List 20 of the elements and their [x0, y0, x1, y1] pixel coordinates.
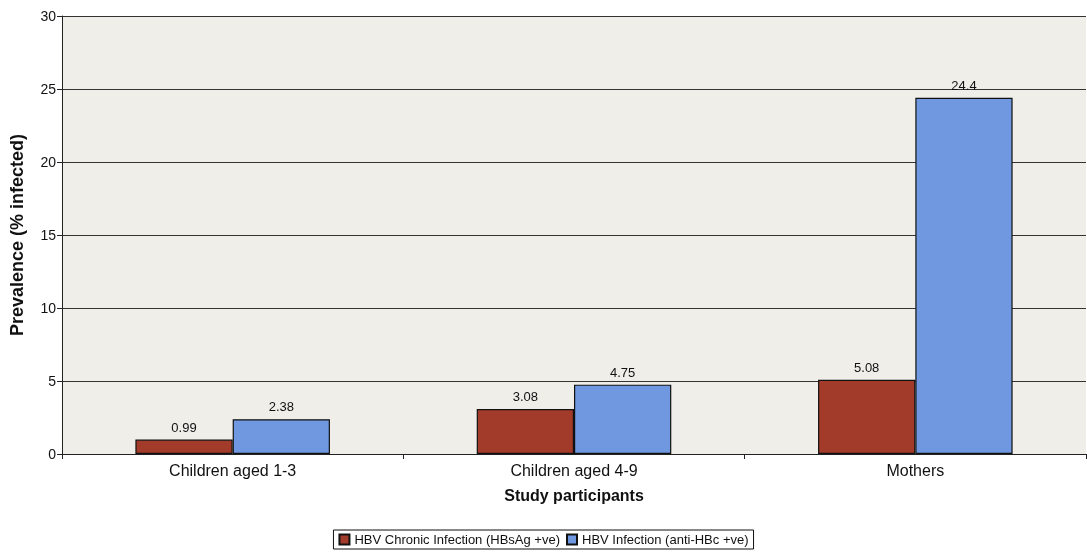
x-tick-label: Children aged 1-3 [169, 461, 297, 479]
x-axis-title: Study participants [504, 486, 644, 504]
y-tick-label: 0 [48, 446, 57, 462]
x-tick-label: Children aged 4-9 [510, 461, 638, 479]
data-label: 0.99 [171, 419, 197, 435]
legend-label: HBV Chronic Infection (HBsAg +ve) [354, 532, 561, 547]
y-tick-label: 30 [40, 8, 57, 24]
y-tick-label: 25 [40, 81, 57, 97]
y-tick-label: 5 [48, 373, 57, 389]
x-tick-label: Mothers [886, 461, 945, 479]
data-label: 3.08 [512, 389, 539, 405]
y-axis-title: Prevalence (% infected) [7, 133, 27, 337]
data-label: 5.08 [854, 359, 880, 375]
legend-label: HBV Infection (anti-HBc +ve) [582, 532, 749, 547]
y-tick-label: 15 [40, 227, 57, 243]
data-label: 2.38 [268, 399, 294, 415]
y-tick-label: 20 [40, 154, 57, 170]
data-label: 4.75 [609, 364, 636, 380]
data-label: 24.4 [951, 77, 977, 93]
y-tick-label: 10 [40, 300, 57, 316]
